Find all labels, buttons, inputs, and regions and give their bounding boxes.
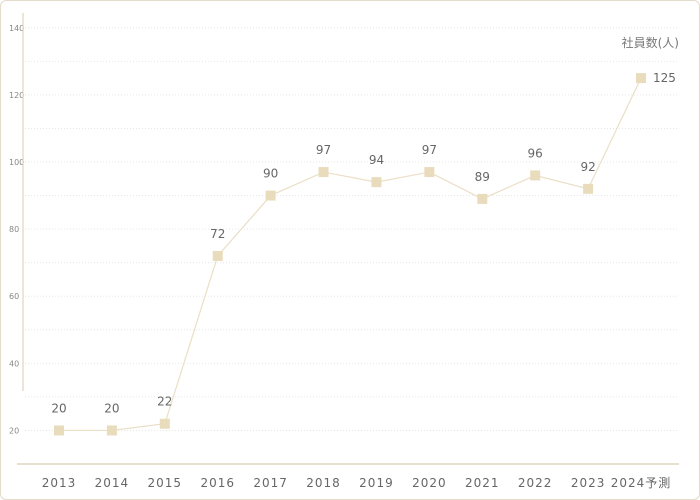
data-labels: 20 20 22 72 90 97 94 97 89 96 92 125 — [51, 71, 676, 415]
data-label: 72 — [210, 227, 225, 241]
data-point — [106, 425, 117, 436]
x-tick-label: 2014 — [95, 476, 130, 490]
x-tick-label: 2022 — [518, 476, 553, 490]
data-point — [265, 190, 276, 201]
x-tick-label: 2018 — [306, 476, 341, 490]
data-label: 92 — [580, 160, 595, 174]
data-point — [583, 183, 594, 194]
x-axis-ticks: 2013 2014 2015 2016 2017 2018 2019 2020 2021 2022… — [42, 476, 672, 490]
data-label: 94 — [369, 153, 384, 167]
y-tick-label: 80 — [9, 225, 19, 234]
data-label: 96 — [528, 146, 543, 160]
y-tick-label: 60 — [9, 292, 19, 301]
data-label: 90 — [263, 167, 278, 181]
data-point — [530, 170, 541, 181]
x-tick-label: 2013 — [42, 476, 77, 490]
data-point — [212, 250, 223, 261]
data-label: 97 — [422, 143, 437, 157]
x-tick-label: 2023 — [571, 476, 606, 490]
data-point — [54, 425, 64, 436]
x-tick-label: 2024予測 — [611, 476, 672, 490]
data-label: 20 — [51, 401, 66, 415]
data-point — [477, 193, 488, 204]
gridlines — [25, 27, 677, 431]
data-point — [424, 167, 435, 178]
y-tick-label: 20 — [9, 426, 19, 435]
y-tick-label: 40 — [9, 359, 19, 368]
markers — [54, 73, 646, 436]
x-tick-label: 2020 — [412, 476, 447, 490]
data-label: 22 — [157, 395, 172, 409]
series-line — [59, 77, 642, 432]
x-tick-label: 2021 — [465, 476, 500, 490]
data-label: 89 — [475, 170, 490, 184]
data-point — [159, 418, 170, 429]
data-point — [318, 167, 329, 178]
y-tick-label: 120 — [9, 91, 24, 100]
data-label: 20 — [104, 401, 119, 415]
y-axis-ticks: 20 40 60 80 100 120 140 — [9, 24, 24, 436]
unit-label: 社員数(人) — [622, 35, 679, 50]
data-label: 125 — [653, 71, 676, 85]
x-tick-label: 2015 — [148, 476, 183, 490]
data-label: 97 — [316, 143, 331, 157]
x-tick-label: 2016 — [200, 476, 235, 490]
x-tick-label: 2019 — [359, 476, 394, 490]
data-point — [636, 73, 646, 84]
x-tick-label: 2017 — [253, 476, 288, 490]
data-point — [371, 177, 382, 188]
y-tick-label: 100 — [9, 158, 24, 167]
y-tick-label: 140 — [9, 24, 24, 33]
